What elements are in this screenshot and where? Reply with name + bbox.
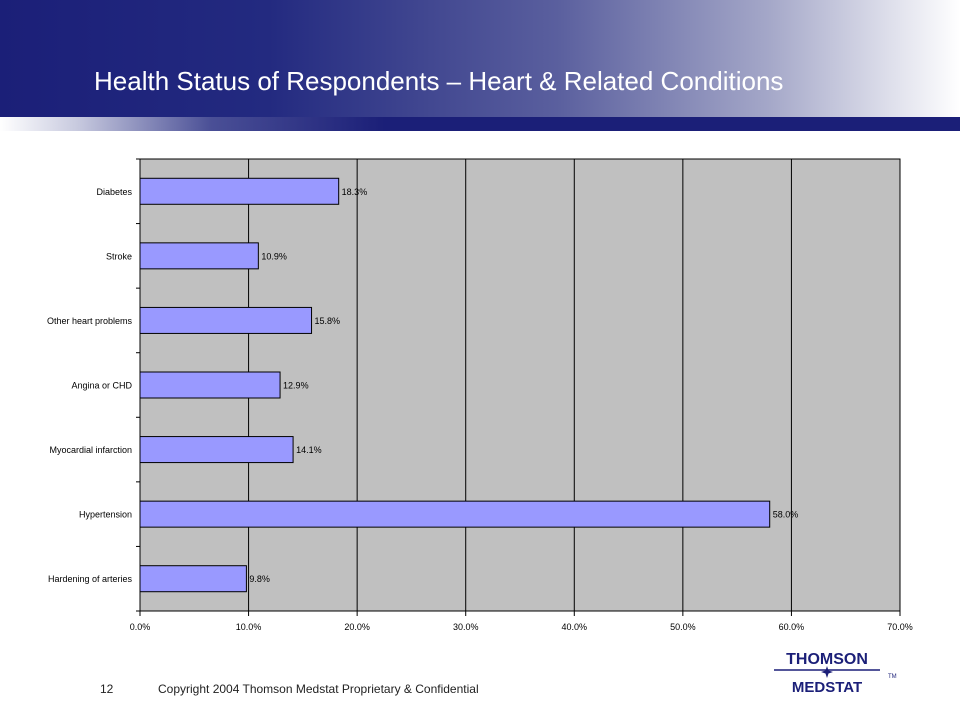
bar-chart: 0.0% 10.0% 20.0% 30.0% 40.0% 50.0% 60.0% 70.0% D… bbox=[47, 158, 913, 632]
bar bbox=[139, 177, 340, 205]
x-tick-label: 70.0% bbox=[887, 622, 913, 632]
logo-thomson: THOMSON bbox=[786, 651, 868, 668]
data-label: 18.3% bbox=[342, 187, 368, 197]
x-tick-label: 0.0% bbox=[130, 622, 151, 632]
x-tick-label: 50.0% bbox=[670, 622, 696, 632]
copyright-text: Copyright 2004 Thomson Medstat Proprieta… bbox=[158, 682, 479, 696]
category-label: Diabetes bbox=[96, 187, 132, 197]
category-label: Other heart problems bbox=[47, 316, 133, 326]
category-label: Angina or CHD bbox=[71, 381, 132, 391]
star-icon bbox=[821, 666, 833, 678]
x-tick-label: 60.0% bbox=[779, 622, 805, 632]
page-number: 12 bbox=[100, 682, 114, 696]
data-label: 12.9% bbox=[283, 381, 309, 391]
bar bbox=[139, 242, 259, 270]
data-label: 14.1% bbox=[296, 445, 322, 455]
logo-trademark: TM bbox=[888, 674, 897, 680]
x-tick-label: 30.0% bbox=[453, 622, 479, 632]
category-label: Hypertension bbox=[79, 510, 132, 520]
bar bbox=[139, 371, 281, 399]
data-label: 58.0% bbox=[773, 510, 799, 520]
thomson-medstat-logo: THOMSON MEDSTAT TM bbox=[774, 651, 897, 696]
bar bbox=[139, 500, 771, 528]
data-label: 9.8% bbox=[249, 574, 270, 584]
category-label: Stroke bbox=[106, 251, 132, 261]
bar bbox=[139, 436, 294, 464]
logo-medstat: MEDSTAT bbox=[792, 679, 862, 696]
data-label: 15.8% bbox=[315, 316, 341, 326]
bar bbox=[139, 306, 313, 334]
x-tick-label: 10.0% bbox=[236, 622, 262, 632]
x-tick-label: 40.0% bbox=[562, 622, 588, 632]
x-tick-label: 20.0% bbox=[344, 622, 370, 632]
category-label: Hardening of arteries bbox=[48, 574, 133, 584]
banner-strip bbox=[0, 117, 960, 131]
data-label: 10.9% bbox=[261, 251, 287, 261]
bar bbox=[139, 565, 247, 593]
category-label: Myocardial infarction bbox=[49, 445, 132, 455]
slide-title: Health Status of Respondents – Heart & R… bbox=[94, 66, 784, 96]
title-banner bbox=[0, 0, 960, 117]
